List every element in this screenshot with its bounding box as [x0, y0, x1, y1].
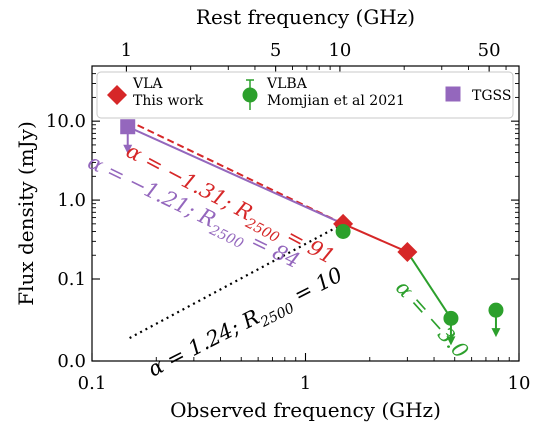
top-tick-label: 5 — [270, 40, 281, 61]
upper-limit-arrow-head — [491, 328, 501, 338]
legend-label: VLBA — [266, 76, 308, 92]
y-tick-label: 10.0 — [46, 111, 86, 132]
circle-marker — [335, 223, 351, 239]
y-tick-label: 1.0 — [57, 190, 86, 211]
legend-label: This work — [133, 93, 204, 109]
x-tick-label: 10 — [508, 373, 531, 394]
y-axis-label: Flux density (mJy) — [14, 121, 38, 306]
legend-box — [96, 71, 514, 119]
diamond-marker — [397, 241, 418, 262]
top-tick-label: 1 — [121, 40, 132, 61]
data-points — [120, 119, 504, 346]
top-tick-label: 50 — [478, 40, 501, 61]
top-tick-label: 10 — [328, 40, 351, 61]
fit-annotation: α = 1.24; R2500 = 10 — [144, 263, 349, 386]
fit-annotations: α = −1.31; R2500 = 91α = −1.21; R2500 = … — [82, 139, 473, 386]
legend-label: TGSS — [472, 88, 511, 104]
legend-label: VLA — [132, 76, 163, 92]
circle-marker — [488, 302, 504, 318]
x-tick-label: 1 — [300, 373, 311, 394]
circle-marker — [443, 310, 459, 326]
y-tick-label: 0.1 — [57, 269, 86, 290]
legend-square-marker — [445, 86, 461, 102]
legend-diamond-marker — [107, 85, 127, 105]
top-axis-label: Rest frequency (GHz) — [196, 5, 415, 29]
legend-label: Momjian et al 2021 — [267, 93, 405, 109]
fit-line — [406, 251, 452, 319]
fit-line — [129, 222, 344, 340]
fit-line — [127, 125, 344, 225]
y-tick-label: 0.0 — [57, 351, 86, 372]
upper-limit-arrow-head — [123, 144, 133, 154]
fit-annotation: α = −1.21; R2500 = 84 — [82, 150, 304, 278]
fit-line — [342, 222, 408, 253]
x-axis-label: Observed frequency (GHz) — [170, 398, 441, 422]
square-marker — [120, 119, 136, 135]
upper-limit-arrow-head — [446, 336, 456, 346]
fit-annotation: α = −1.31; R2500 = 91 — [120, 139, 339, 274]
fit-lines — [127, 119, 452, 340]
x-tick-label: 0.1 — [78, 373, 107, 394]
